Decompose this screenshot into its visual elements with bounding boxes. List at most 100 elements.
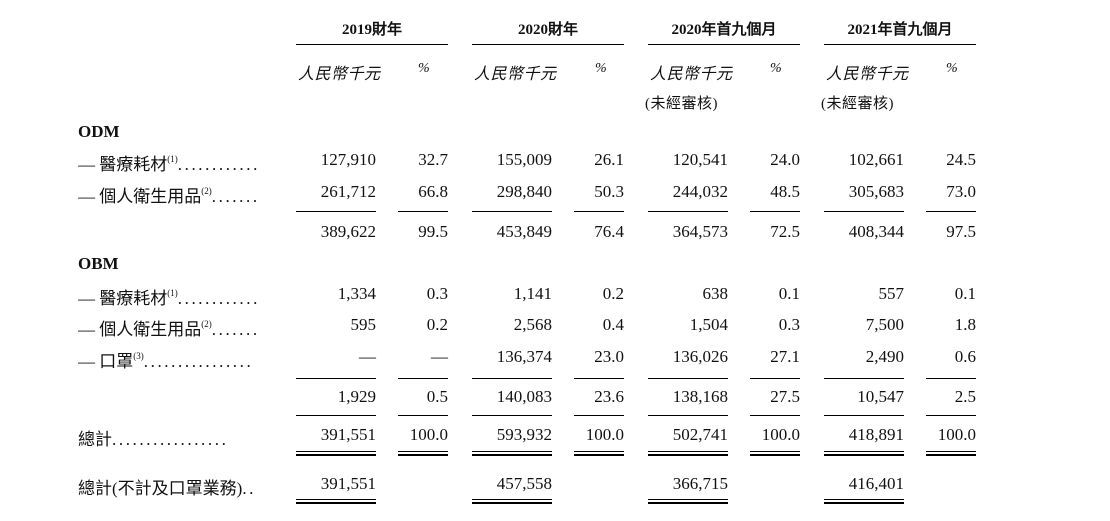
table-cell: 261,712	[320, 182, 376, 201]
table-cell: 23.6	[594, 387, 624, 406]
table-cell: 366,715	[672, 474, 728, 493]
table-cell: 24.5	[946, 150, 976, 169]
table-cell: 0.5	[426, 387, 448, 406]
table-cell: 305,683	[848, 182, 904, 201]
row-label-total-excl-mask: 總計(不計及口罩業務)..	[78, 479, 257, 498]
table-cell: 100.0	[585, 425, 624, 444]
table-cell: 0.2	[426, 315, 448, 334]
table-cell: 99.5	[418, 222, 448, 241]
double-rule	[296, 451, 376, 456]
subheader-currency: 人民幣千元	[826, 66, 909, 83]
table-cell: 593,932	[496, 425, 552, 444]
table-cell: 48.5	[770, 182, 800, 201]
table-cell: 50.3	[594, 182, 624, 201]
table-cell: 100.0	[409, 425, 448, 444]
table-cell: 140,083	[496, 387, 552, 406]
single-rule	[648, 378, 728, 379]
table-cell: 0.3	[426, 284, 448, 303]
subheader-unaudited: (未經審核)	[645, 96, 718, 112]
single-rule	[574, 415, 624, 416]
table-cell: 244,032	[672, 182, 728, 201]
table-cell: 557	[878, 284, 905, 303]
single-rule	[472, 378, 552, 379]
table-cell: 2.5	[954, 387, 976, 406]
header-nm2020: 2020年首九個月	[648, 18, 800, 45]
double-rule	[398, 451, 448, 456]
table-cell: 76.4	[594, 222, 624, 241]
table-cell: 120,541	[672, 150, 728, 169]
table-cell: 26.1	[594, 150, 624, 169]
single-rule	[824, 211, 904, 212]
table-cell: 416,401	[848, 474, 904, 493]
single-rule	[926, 211, 976, 212]
table-cell: 2,568	[513, 315, 552, 334]
table-cell: 595	[350, 315, 377, 334]
single-rule	[398, 378, 448, 379]
double-rule	[574, 451, 624, 456]
single-rule	[926, 378, 976, 379]
table-cell: 72.5	[770, 222, 800, 241]
single-rule	[296, 211, 376, 212]
single-rule	[398, 211, 448, 212]
table-cell: 73.0	[946, 182, 976, 201]
table-cell: 457,558	[496, 474, 552, 493]
table-cell: 1,141	[513, 284, 552, 303]
double-rule	[824, 451, 904, 456]
table-cell: 418,891	[848, 425, 904, 444]
double-rule	[926, 451, 976, 456]
table-cell: 1,929	[337, 387, 376, 406]
row-label-obm-medical: — 醫療耗材(1)............	[78, 288, 260, 308]
single-rule	[750, 378, 800, 379]
subheader-unaudited: (未經審核)	[821, 96, 894, 112]
table-cell: 100.0	[937, 425, 976, 444]
table-cell: 136,374	[496, 347, 552, 366]
single-rule	[750, 415, 800, 416]
table-cell: —	[359, 347, 376, 366]
row-label-odm-hygiene: — 個人衛生用品(2).......	[78, 186, 260, 206]
table-cell: 391,551	[320, 474, 376, 493]
table-cell: 389,622	[320, 222, 376, 241]
table-cell: 7,500	[865, 315, 904, 334]
row-label-obm-mask: — 口罩(3)................	[78, 351, 254, 371]
table-cell: 100.0	[761, 425, 800, 444]
table-cell: 0.1	[954, 284, 976, 303]
table-cell: 24.0	[770, 150, 800, 169]
table-cell: 408,344	[848, 222, 904, 241]
subheader-percent: %	[946, 61, 958, 76]
table-cell: 2,490	[865, 347, 904, 366]
row-label-total: 總計.................	[78, 430, 229, 449]
table-cell: 298,840	[496, 182, 552, 201]
subheader-percent: %	[770, 61, 782, 76]
single-rule	[926, 415, 976, 416]
table-cell: 127,910	[320, 150, 376, 169]
double-rule	[472, 499, 552, 504]
single-rule	[824, 378, 904, 379]
table-cell: 138,168	[672, 387, 728, 406]
table-cell: 1.8	[954, 315, 976, 334]
subheader-currency: 人民幣千元	[474, 66, 557, 83]
table-cell: 97.5	[946, 222, 976, 241]
table-cell: 391,551	[320, 425, 376, 444]
row-label-obm-hygiene: — 個人衛生用品(2).......	[78, 319, 260, 339]
single-rule	[398, 415, 448, 416]
single-rule	[750, 211, 800, 212]
subheader-currency: 人民幣千元	[650, 66, 733, 83]
table-cell: 0.2	[602, 284, 624, 303]
single-rule	[648, 211, 728, 212]
table-cell: 638	[702, 284, 729, 303]
table-cell: 155,009	[496, 150, 552, 169]
table-cell: 502,741	[672, 425, 728, 444]
table-cell: 0.6	[954, 347, 976, 366]
table-cell: 0.3	[778, 315, 800, 334]
single-rule	[574, 211, 624, 212]
single-rule	[472, 211, 552, 212]
subheader-percent: %	[595, 61, 607, 76]
single-rule	[824, 415, 904, 416]
single-rule	[472, 415, 552, 416]
header-fy2020: 2020財年	[472, 18, 624, 45]
row-label-odm-medical: — 醫療耗材(1)............	[78, 154, 260, 174]
double-rule	[648, 451, 728, 456]
table-cell: 102,661	[848, 150, 904, 169]
table-cell: 23.0	[594, 347, 624, 366]
subheader-currency: 人民幣千元	[298, 66, 381, 83]
